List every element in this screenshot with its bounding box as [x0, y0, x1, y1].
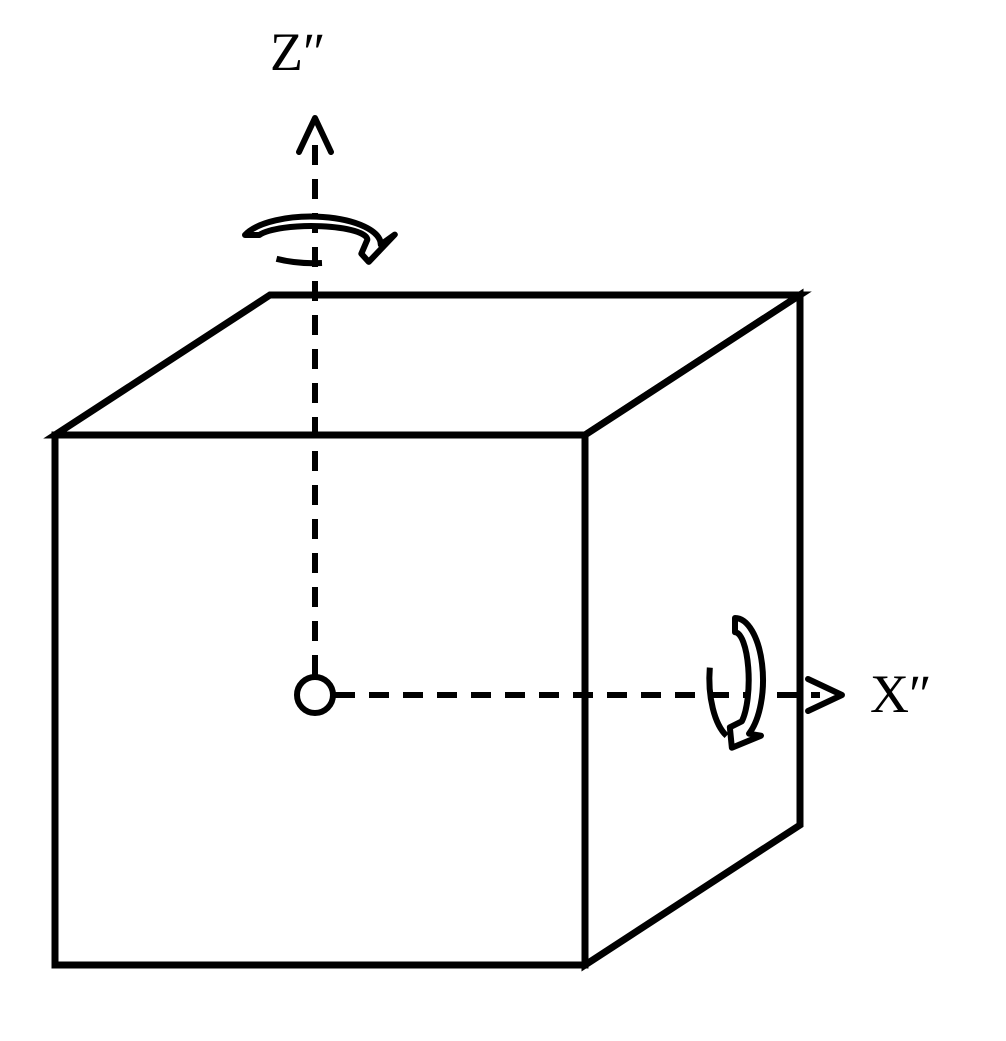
x-axis-label: X″ — [870, 664, 932, 724]
rotation-arrow-z — [245, 217, 395, 262]
z-axis-label: Z″ — [270, 22, 325, 82]
cube — [55, 295, 800, 965]
origin-marker — [297, 677, 333, 713]
